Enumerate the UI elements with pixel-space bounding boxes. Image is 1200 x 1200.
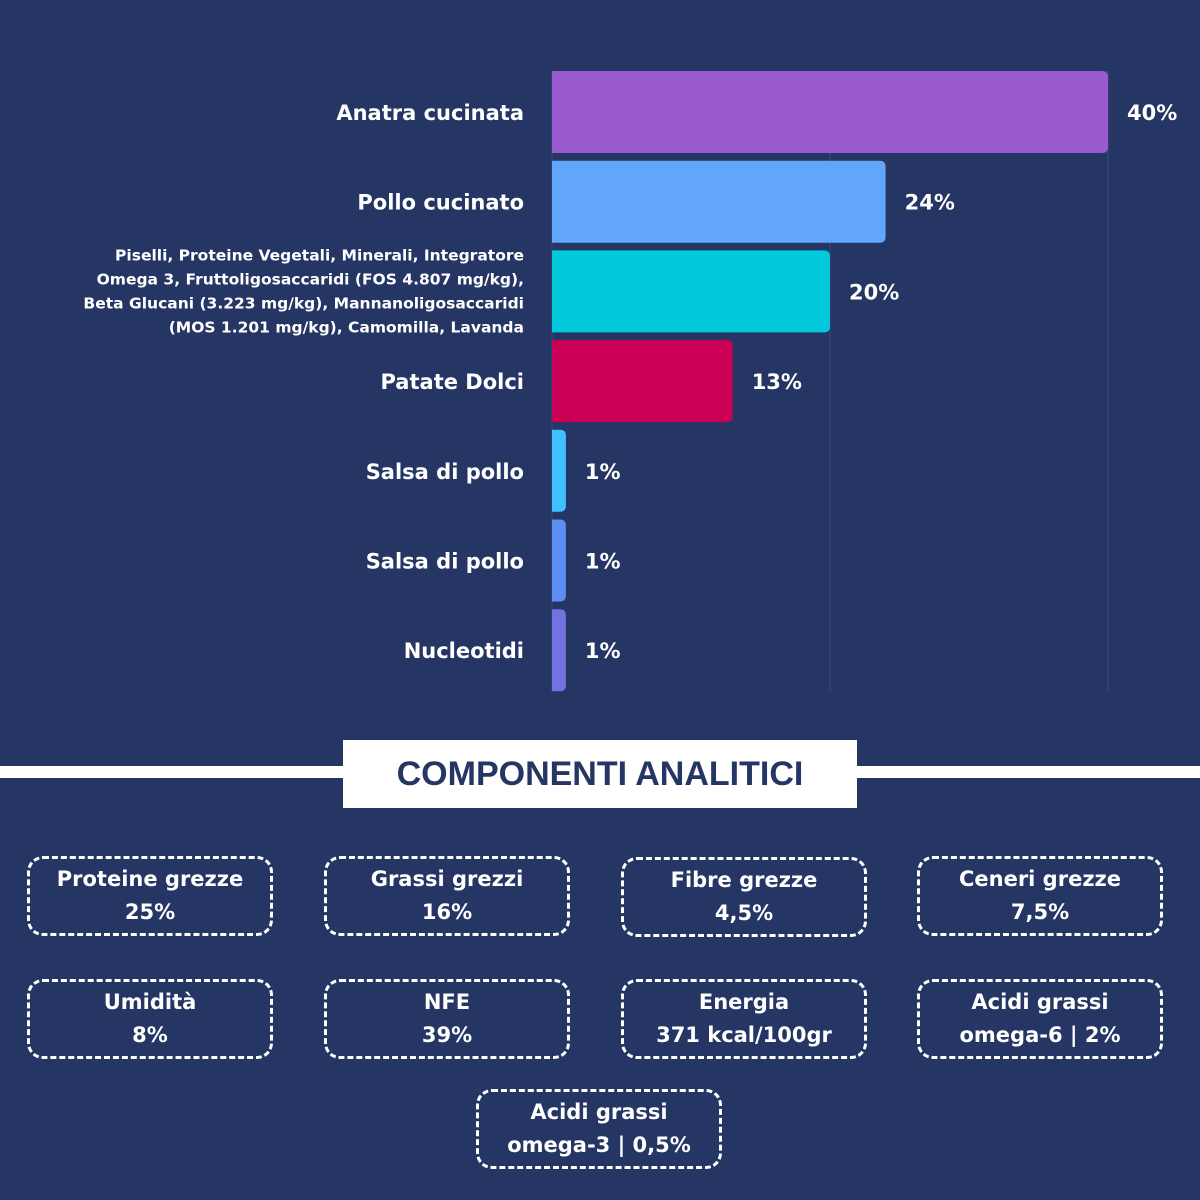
- component-value: 7,5%: [1010, 900, 1070, 924]
- category-label-6: Nucleotidi: [404, 639, 524, 663]
- component-value: 16%: [421, 900, 473, 924]
- category-label-1: Pollo cucinato: [357, 191, 524, 215]
- component-card-ceneri: Ceneri grezze 7,5%: [917, 856, 1163, 936]
- component-card-omega6: Acidi grassi omega-6 | 2%: [917, 979, 1163, 1059]
- bar-value-label-0: 40%: [1127, 101, 1177, 125]
- category-label-5: Salsa di pollo: [366, 550, 524, 574]
- component-name: Acidi grassi: [530, 1100, 668, 1124]
- bar-2: [552, 250, 830, 333]
- bar-4: [552, 429, 566, 512]
- chart-bars: [552, 71, 1108, 692]
- category-label-line: Nucleotidi: [404, 639, 524, 663]
- chart-category-labels: Anatra cucinata Pollo cucinato Piselli, Pr…: [83, 101, 524, 663]
- category-label-line: Anatra cucinata: [336, 101, 524, 125]
- component-value: 8%: [132, 1023, 168, 1047]
- bar-3: [552, 340, 733, 423]
- category-label-2: Piselli, Proteine Vegetali, Minerali, In…: [83, 246, 524, 336]
- component-value: 39%: [421, 1023, 473, 1047]
- category-label-line: Salsa di pollo: [366, 460, 524, 484]
- component-value: omega-6 | 2%: [959, 1023, 1121, 1047]
- bar-value-label-2: 20%: [849, 280, 899, 304]
- component-name: Acidi grassi: [971, 990, 1109, 1014]
- component-value: 25%: [124, 900, 176, 924]
- component-name: Ceneri grezze: [958, 867, 1122, 891]
- bar-value-label-5: 1%: [585, 550, 621, 574]
- bar-value-label-6: 1%: [585, 639, 621, 663]
- component-name: Energia: [698, 990, 790, 1014]
- chart-value-labels: 40% 24% 20% 13% 1% 1% 1%: [585, 101, 1177, 663]
- ingredients-bar-chart: Anatra cucinata Pollo cucinato Piselli, Pr…: [83, 71, 1177, 692]
- category-label-line: Beta Glucani (3.223 mg/kg), Mannanoligos…: [83, 294, 524, 312]
- component-card-umidita: Umidità 8%: [27, 979, 273, 1059]
- component-card-omega3: Acidi grassi omega-3 | 0,5%: [476, 1089, 722, 1169]
- component-card-energia: Energia 371 kcal/100gr: [621, 979, 867, 1059]
- category-label-line: (MOS 1.201 mg/kg), Camomilla, Lavanda: [169, 318, 524, 336]
- category-label-4: Salsa di pollo: [366, 460, 524, 484]
- component-card-nfe: NFE 39%: [324, 979, 570, 1059]
- category-label-3: Patate Dolci: [380, 370, 524, 394]
- component-name: Umidità: [103, 990, 197, 1014]
- bar-value-label-1: 24%: [905, 191, 955, 215]
- component-value: omega-3 | 0,5%: [507, 1133, 691, 1157]
- bar-0: [552, 71, 1108, 153]
- bar-5: [552, 519, 566, 602]
- component-name: Grassi grezzi: [370, 867, 524, 891]
- bar-value-label-4: 1%: [585, 460, 621, 484]
- bar-6: [552, 609, 566, 692]
- component-card-proteine: Proteine grezze 25%: [27, 856, 273, 936]
- category-label-0: Anatra cucinata: [336, 101, 524, 125]
- component-value: 4,5%: [714, 901, 774, 925]
- category-label-line: Pollo cucinato: [357, 191, 524, 215]
- component-name: Proteine grezze: [56, 867, 244, 891]
- component-value: 371 kcal/100gr: [656, 1023, 832, 1047]
- component-name: NFE: [423, 990, 471, 1014]
- section-title: COMPONENTI ANALITICI: [343, 740, 857, 808]
- bar-value-label-3: 13%: [752, 370, 802, 394]
- category-label-line: Piselli, Proteine Vegetali, Minerali, In…: [115, 246, 524, 264]
- category-label-line: Patate Dolci: [380, 370, 524, 394]
- bar-1: [552, 160, 886, 243]
- component-name: Fibre grezze: [670, 868, 818, 892]
- category-label-line: Salsa di pollo: [366, 550, 524, 574]
- category-label-line: Omega 3, Fruttoligosaccaridi (FOS 4.807 …: [97, 270, 524, 288]
- component-card-grassi: Grassi grezzi 16%: [324, 856, 570, 936]
- component-card-fibre: Fibre grezze 4,5%: [621, 857, 867, 937]
